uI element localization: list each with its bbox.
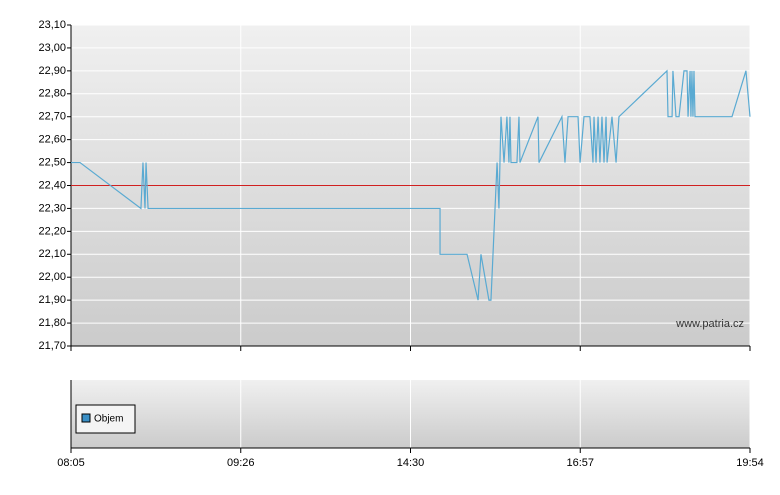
y-tick-label: 22,80 bbox=[38, 88, 66, 100]
x-tick-label: 08:05 bbox=[57, 457, 85, 469]
legend-label: Objem bbox=[94, 414, 123, 425]
y-tick-label: 22,70 bbox=[38, 111, 66, 123]
y-tick-label: 22,30 bbox=[38, 202, 66, 214]
y-tick-label: 21,90 bbox=[38, 294, 66, 306]
x-tick-label: 09:26 bbox=[227, 457, 255, 469]
y-tick-label: 22,40 bbox=[38, 179, 66, 191]
x-tick-label: 14:30 bbox=[397, 457, 425, 469]
y-tick-label: 23,00 bbox=[38, 42, 66, 54]
y-tick-label: 22,10 bbox=[38, 248, 66, 260]
x-tick-label: 16:57 bbox=[566, 457, 594, 469]
y-tick-label: 21,70 bbox=[38, 340, 66, 352]
legend-swatch bbox=[81, 413, 91, 423]
y-tick-label: 22,50 bbox=[38, 156, 66, 168]
y-tick-label: 22,90 bbox=[38, 65, 66, 77]
y-tick-label: 23,10 bbox=[38, 19, 66, 31]
y-tick-label: 22,60 bbox=[38, 134, 66, 146]
y-tick-label: 22,00 bbox=[38, 271, 66, 283]
y-tick-label: 22,20 bbox=[38, 225, 66, 237]
y-tick-label: 21,80 bbox=[38, 317, 66, 329]
watermark: www.patria.cz bbox=[675, 318, 744, 330]
x-tick-label: 19:54 bbox=[736, 457, 764, 469]
price-line bbox=[71, 69, 751, 301]
